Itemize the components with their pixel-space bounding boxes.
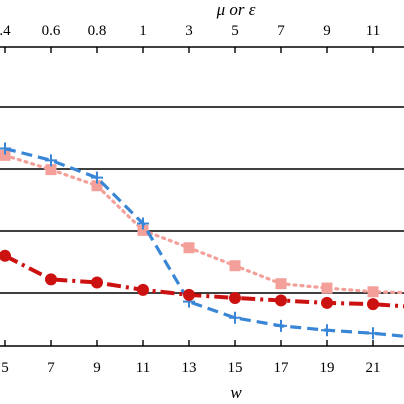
data-point bbox=[321, 282, 333, 294]
x-tick-label: 13 bbox=[182, 360, 197, 376]
top-tick-label: 0.6 bbox=[42, 23, 61, 39]
data-point bbox=[321, 324, 333, 337]
x-tick-label: 11 bbox=[136, 360, 150, 376]
data-point bbox=[229, 311, 241, 324]
x-tick-label: 21 bbox=[366, 360, 381, 376]
top-tick-label: 9 bbox=[323, 23, 331, 39]
series-line bbox=[3, 153, 404, 295]
series-line bbox=[4, 146, 404, 338]
data-point bbox=[229, 291, 241, 304]
data-point bbox=[229, 260, 241, 272]
x-tick-label: 5 bbox=[1, 360, 9, 376]
x-tick-label: 15 bbox=[228, 360, 243, 376]
data-point bbox=[367, 298, 379, 311]
x-tick-label: 9 bbox=[93, 360, 101, 376]
series-line bbox=[4, 254, 404, 309]
data-point bbox=[137, 283, 149, 296]
data-point bbox=[275, 278, 287, 290]
series-3 bbox=[0, 142, 404, 340]
data-point bbox=[137, 224, 149, 236]
series-2 bbox=[0, 149, 404, 298]
data-point bbox=[45, 154, 57, 167]
y-gridlines bbox=[0, 106, 404, 294]
x-tick-label: 19 bbox=[320, 360, 335, 376]
data-point bbox=[0, 249, 11, 262]
top-axis-title: μ or ε bbox=[216, 0, 256, 19]
data-point bbox=[91, 180, 103, 192]
data-point bbox=[183, 288, 195, 301]
data-point bbox=[321, 296, 333, 309]
data-point bbox=[275, 319, 287, 332]
top-tick-label: .4 bbox=[0, 23, 11, 39]
data-point bbox=[183, 242, 195, 254]
data-point bbox=[367, 286, 379, 298]
series-1 bbox=[0, 249, 404, 311]
x-axis-title: w bbox=[230, 383, 242, 402]
x-tick-label: 17 bbox=[274, 360, 290, 376]
data-point bbox=[0, 149, 11, 161]
data-point bbox=[275, 294, 287, 307]
top-tick-label: 5 bbox=[231, 23, 239, 39]
data-point bbox=[0, 142, 11, 155]
top-tick-label: 0.8 bbox=[88, 23, 107, 39]
data-point bbox=[45, 273, 57, 286]
plot-frame bbox=[0, 46, 404, 347]
series-layer bbox=[0, 142, 404, 340]
top-tick-label: 3 bbox=[185, 23, 193, 39]
data-point bbox=[91, 276, 103, 289]
top-tick-label: 1 bbox=[139, 23, 147, 39]
data-point bbox=[91, 171, 103, 184]
top-axis-ticks: .4 0.6 0.8 1 3 5 7 9 11 bbox=[0, 23, 380, 53]
top-tick-label: 11 bbox=[366, 23, 380, 39]
x-axis-ticks: 5 7 9 11 13 15 17 19 21 bbox=[1, 340, 381, 376]
data-point bbox=[45, 164, 57, 176]
x-tick-label: 7 bbox=[47, 360, 55, 376]
top-tick-label: 7 bbox=[277, 23, 285, 39]
data-point bbox=[367, 327, 379, 340]
data-point bbox=[137, 217, 149, 230]
